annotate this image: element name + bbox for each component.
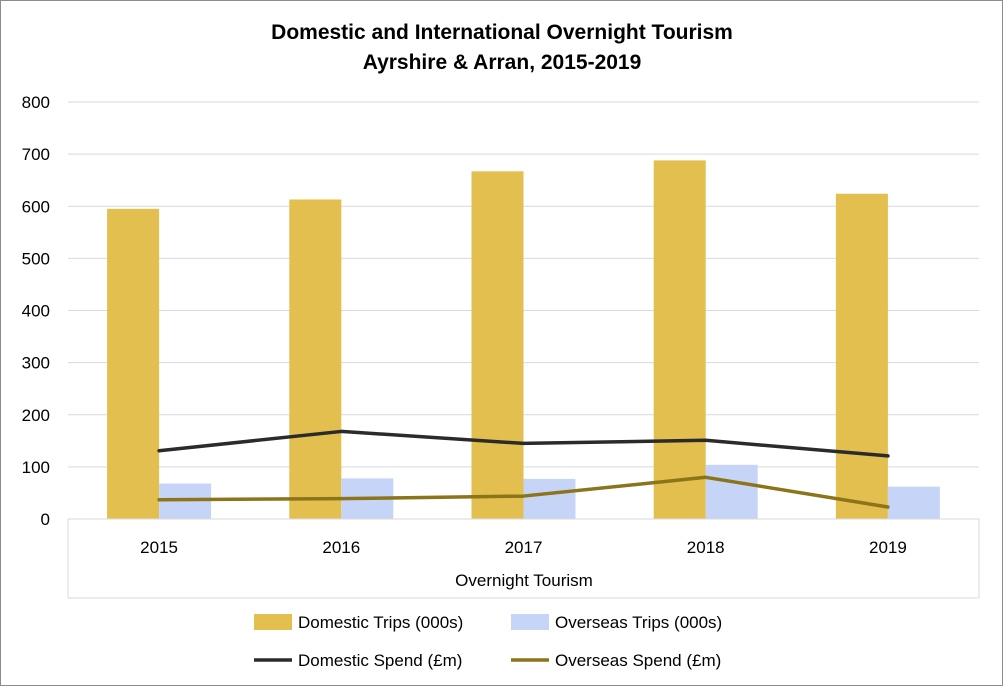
- bar-overseas-2018: [705, 464, 758, 519]
- x-tick-label: 2019: [869, 538, 907, 557]
- bar-overseas-2019: [887, 486, 940, 519]
- bar-domestic-2018: [653, 160, 706, 519]
- legend-swatch: [254, 614, 292, 630]
- bar-domestic-2019: [835, 193, 888, 520]
- y-axis-ticks: 0 100 200 300 400 500 600 700 800: [22, 93, 50, 529]
- legend: Domestic Trips (000s) Overseas Trips (000…: [254, 613, 722, 670]
- chart-title: Domestic and International Overnight Tou…: [271, 21, 733, 44]
- x-tick-label: 2015: [140, 538, 178, 557]
- bar-domestic-2015: [107, 208, 160, 519]
- line-overseas-spend: [157, 475, 890, 509]
- y-tick-label: 300: [22, 354, 50, 373]
- x-tick-label: 2017: [505, 538, 543, 557]
- y-tick-label: 800: [22, 93, 50, 112]
- y-tick-label: 600: [22, 197, 50, 216]
- bar-domestic-2016: [289, 199, 342, 519]
- y-tick-label: 500: [22, 249, 50, 268]
- legend-label: Overseas Trips (000s): [555, 613, 722, 632]
- y-tick-label: 200: [22, 406, 50, 425]
- x-tick-label: 2016: [322, 538, 360, 557]
- bar-overseas-2017: [523, 478, 576, 519]
- lines: [157, 429, 890, 509]
- y-tick-label: 0: [41, 510, 50, 529]
- bars: [107, 160, 940, 520]
- x-axis: 2015 2016 2017 2018 2019: [67, 518, 980, 599]
- line-domestic-spend: [157, 429, 890, 458]
- x-tick-label: 2018: [687, 538, 725, 557]
- y-tick-label: 700: [22, 145, 50, 164]
- y-tick-label: 100: [22, 458, 50, 477]
- bar-domestic-2017: [471, 171, 524, 520]
- x-axis-title: Overnight Tourism: [455, 571, 593, 590]
- chart-subtitle: Ayrshire & Arran, 2015-2019: [363, 51, 642, 74]
- y-tick-label: 400: [22, 302, 50, 321]
- legend-swatch: [511, 614, 549, 630]
- legend-label: Overseas Spend (£m): [555, 651, 721, 670]
- legend-label: Domestic Trips (000s): [298, 613, 463, 632]
- legend-label: Domestic Spend (£m): [298, 651, 462, 670]
